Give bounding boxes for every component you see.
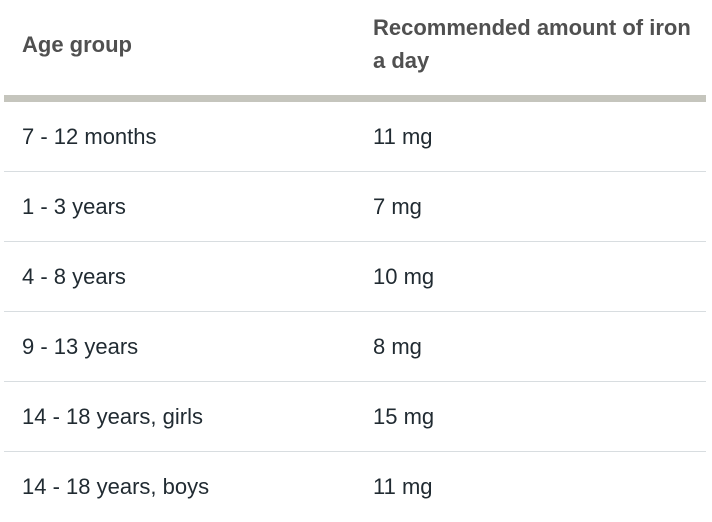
table-header: Age group Recommended amount of iron a d… [0, 0, 712, 95]
iron-amount-cell: 11 mg [373, 474, 433, 499]
table-row: 4 - 8 years 10 mg [4, 242, 706, 312]
age-group-cell: 7 - 12 months [22, 124, 157, 149]
table-row: 1 - 3 years 7 mg [4, 172, 706, 242]
iron-amount-cell: 10 mg [373, 264, 435, 289]
table-row: 14 - 18 years, girls 15 mg [4, 382, 706, 452]
iron-intake-table: Age group Recommended amount of iron a d… [0, 0, 712, 499]
iron-amount-cell: 11 mg [373, 124, 433, 149]
iron-amount-cell: 7 mg [373, 194, 422, 219]
iron-amount-cell: 8 mg [373, 334, 422, 359]
column-header-age-group: Age group [22, 32, 132, 57]
age-group-cell: 14 - 18 years, girls [22, 404, 203, 429]
column-header-recommended-amount: Recommended amount of iron a day [373, 15, 691, 73]
age-group-cell: 4 - 8 years [22, 264, 126, 289]
header-divider [4, 95, 706, 102]
table-row: 14 - 18 years, boys 11 mg [4, 452, 706, 522]
iron-amount-cell: 15 mg [373, 404, 435, 429]
table-row: 9 - 13 years 8 mg [4, 312, 706, 382]
age-group-cell: 1 - 3 years [22, 194, 126, 219]
age-group-cell: 14 - 18 years, boys [22, 474, 210, 499]
table-row: 7 - 12 months 11 mg [4, 102, 706, 172]
age-group-cell: 9 - 13 years [22, 334, 139, 359]
